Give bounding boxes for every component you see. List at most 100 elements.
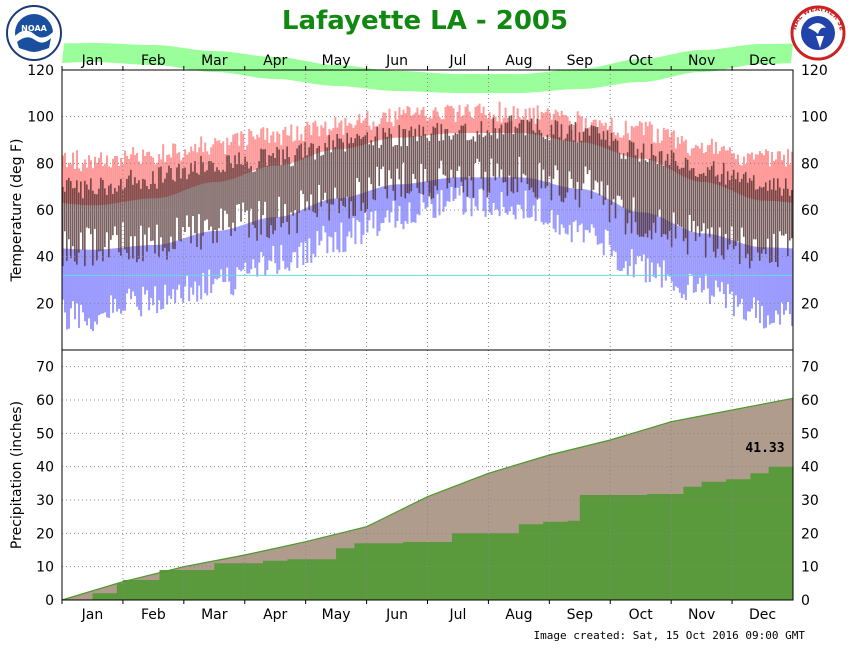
record-high-bar [108, 166, 111, 205]
daily-temp-bar [400, 146, 403, 197]
daily-temp-bar [458, 130, 461, 167]
record-low-bar [708, 233, 711, 304]
record-low-bar [606, 198, 609, 231]
record-low-bar [558, 185, 561, 235]
record-high-bar [624, 120, 627, 156]
daily-temp-bar [536, 118, 539, 200]
record-low-bar [702, 233, 705, 290]
daily-temp-bar [342, 142, 344, 206]
daily-temp-bar [706, 167, 709, 229]
daily-temp-bar [692, 168, 695, 221]
record-low-bar [108, 248, 111, 318]
daily-temp-bar [230, 163, 232, 236]
month-label-bottom: Aug [505, 607, 532, 623]
record-high-bar [126, 155, 129, 202]
daily-temp-bar [128, 175, 130, 260]
record-low-bar [634, 211, 637, 265]
daily-temp-bar [252, 172, 254, 225]
record-low-bar [718, 236, 721, 292]
record-low-bar [94, 249, 97, 322]
record-low-bar [222, 230, 225, 282]
daily-temp-bar [718, 182, 721, 228]
record-low-bar [266, 217, 269, 270]
record-low-bar [644, 212, 647, 283]
record-low-bar [474, 177, 477, 207]
daily-temp-bar [176, 167, 178, 218]
record-low-bar [791, 248, 793, 326]
record-high-bar [478, 103, 481, 133]
daily-temp-bar [294, 155, 296, 210]
record-high-bar [676, 137, 679, 174]
record-low-bar [262, 218, 265, 257]
record-low-bar [144, 245, 147, 295]
daily-temp-bar [374, 136, 377, 201]
daily-temp-bar [484, 135, 487, 172]
record-high-bar [774, 159, 777, 202]
daily-temp-bar [106, 195, 108, 233]
precip-tick-label-right: 50 [801, 426, 819, 442]
record-high-bar [142, 149, 145, 199]
record-low-bar [452, 177, 455, 201]
record-high-bar [666, 129, 669, 168]
daily-temp-bar [376, 126, 379, 167]
record-high-bar [350, 124, 353, 148]
record-low-bar [398, 184, 401, 206]
record-high-bar [504, 107, 507, 133]
daily-temp-bar [406, 146, 409, 193]
record-low-bar [354, 195, 357, 245]
record-low-bar [230, 228, 233, 295]
record-low-bar [444, 178, 447, 207]
record-high-bar [186, 154, 189, 190]
daily-temp-bar [660, 151, 663, 238]
daily-temp-bar [142, 178, 144, 262]
daily-temp-bar [228, 155, 230, 228]
record-high-bar [136, 153, 139, 200]
daily-temp-bar [78, 192, 80, 253]
daily-temp-bar [614, 138, 617, 219]
daily-temp-bar [118, 185, 120, 253]
record-low-bar [462, 177, 465, 215]
record-low-bar [440, 178, 443, 191]
daily-temp-bar [166, 172, 168, 260]
record-low-bar [232, 228, 235, 296]
month-label-top: Aug [505, 53, 532, 69]
daily-temp-bar [762, 186, 765, 250]
record-high-bar [572, 124, 575, 142]
record-high-bar [78, 168, 81, 205]
daily-temp-bar [488, 132, 491, 193]
record-high-bar [542, 113, 545, 137]
daily-temp-bar [112, 194, 114, 236]
record-high-bar [638, 121, 641, 159]
record-high-bar [404, 113, 407, 138]
record-low-bar [120, 247, 123, 314]
daily-temp-bar [678, 169, 681, 227]
record-high-bar [402, 109, 405, 138]
record-high-bar [342, 134, 345, 149]
record-high-bar [262, 127, 265, 168]
daily-temp-bar [206, 170, 208, 220]
record-high-bar [750, 152, 753, 199]
record-low-bar [470, 177, 473, 217]
daily-temp-bar [114, 188, 116, 227]
record-low-bar [492, 177, 495, 203]
daily-temp-bar [216, 167, 218, 243]
record-high-bar [74, 169, 77, 205]
temp-tick-label-left: 60 [36, 203, 54, 219]
record-low-bar [414, 182, 417, 223]
daily-temp-bar [260, 148, 262, 235]
daily-temp-bar [768, 180, 771, 263]
daily-temp-bar [344, 151, 346, 208]
daily-temp-bar [236, 164, 238, 205]
record-high-bar [180, 160, 183, 192]
daily-temp-bar [110, 183, 112, 240]
record-low-bar [520, 177, 523, 210]
record-low-bar [102, 249, 105, 314]
record-low-bar [92, 249, 95, 332]
record-low-bar [616, 204, 619, 270]
daily-temp-bar [218, 170, 220, 229]
record-high-bar [444, 106, 447, 134]
daily-temp-bar [350, 137, 352, 202]
daily-temp-bar [530, 118, 533, 188]
daily-temp-bar [88, 189, 90, 229]
daily-temp-bar [598, 133, 601, 196]
